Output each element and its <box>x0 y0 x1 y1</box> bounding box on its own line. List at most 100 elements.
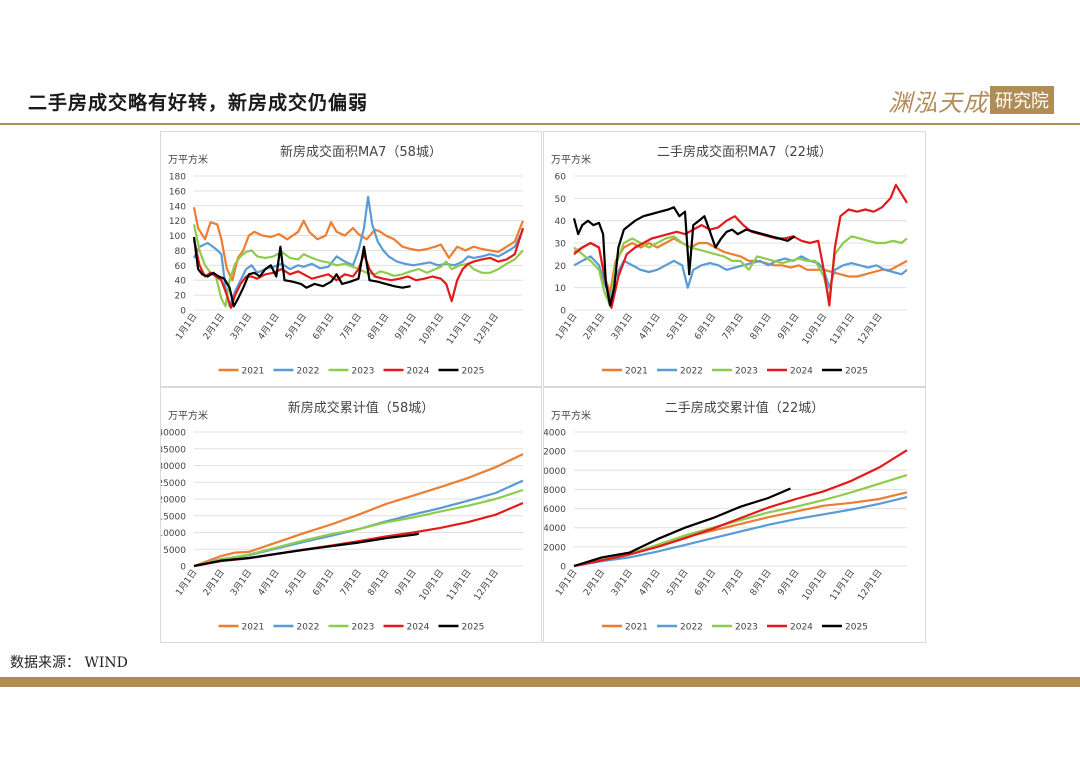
y-tick-label: 60 <box>175 262 187 272</box>
series-line-2021 <box>193 453 524 568</box>
x-tick-label: 5月1日 <box>283 311 309 341</box>
x-tick-label: 6月1日 <box>311 311 337 341</box>
x-tick-label: 10月1日 <box>800 311 829 346</box>
legend-label: 2022 <box>297 623 320 633</box>
y-tick-label: 20 <box>555 262 567 272</box>
chart-panel-second-ma7: 二手房成交面积MA7（22城） 万平方米 0 10 20 30 40 50 60 1月1日 2月1日… <box>543 131 926 387</box>
x-tick-label: 3月1日 <box>609 567 635 597</box>
x-tick-label: 12月1日 <box>472 311 501 346</box>
logo-script: 渊泓天成 <box>888 88 988 117</box>
x-tick-label: 11月1日 <box>828 311 857 346</box>
y-tick-label: 20 <box>175 292 187 302</box>
x-tick-label: 12月1日 <box>856 311 885 346</box>
y-tick-label: 14000 <box>544 429 566 439</box>
y-tick-label: 100 <box>169 232 186 242</box>
y-tick-label: 10000 <box>544 467 566 477</box>
x-tick-label: 4月1日 <box>637 567 663 597</box>
legend-label: 2024 <box>407 367 430 377</box>
y-tick-label: 8000 <box>544 486 566 496</box>
x-tick-label: 9月1日 <box>393 567 419 597</box>
legend-label: 2024 <box>407 623 430 633</box>
legend-label: 2024 <box>790 367 813 377</box>
series-line-2023 <box>573 474 908 568</box>
legend-label: 2025 <box>462 623 485 633</box>
x-tick-label: 12月1日 <box>856 567 885 602</box>
y-tick-label: 60 <box>555 173 567 183</box>
x-tick-label: 2月1日 <box>581 311 607 341</box>
y-tick-label: 0 <box>180 307 186 317</box>
data-source: 数据来源： WIND <box>10 655 128 671</box>
series-line-2022 <box>193 195 524 308</box>
x-tick-label: 2月1日 <box>581 567 607 597</box>
chart-title: 新房成交面积MA7（58城） <box>280 144 442 160</box>
chart-new-ma7: 新房成交面积MA7（58城） 万平方米 0 20 40 60 80 100 120 140 160 1… <box>168 144 525 377</box>
series-line-2025 <box>572 206 796 307</box>
series-line-2025 <box>192 236 411 308</box>
y-tick-label: 25000 <box>161 479 186 489</box>
chart-panel-second-cumulative: 二手房成交累计值（22城） 万平方米 0 2000 4000 6000 8000 10000 1… <box>543 387 926 643</box>
series-line-2024 <box>573 183 908 309</box>
y-tick-label: 20000 <box>161 496 186 506</box>
unit-label: 万平方米 <box>168 409 208 422</box>
chart-title: 新房成交累计值（58城） <box>288 400 435 416</box>
legend-label: 2022 <box>680 623 703 633</box>
chart-panel-new-cumulative: 新房成交累计值（58城） 万平方米 0 5000 10000 15000 20000 2500… <box>160 387 542 643</box>
legend-label: 2021 <box>242 623 265 633</box>
legend-label: 2021 <box>242 367 265 377</box>
y-tick-label: 50 <box>555 195 567 205</box>
legend-label: 2025 <box>462 367 485 377</box>
legend-label: 2023 <box>735 623 758 633</box>
x-tick-label: 11月1日 <box>444 567 473 602</box>
y-tick-label: 180 <box>169 173 186 183</box>
x-tick-label: 8月1日 <box>365 311 391 341</box>
x-tick-label: 2月1日 <box>201 311 227 341</box>
legend-label: 2023 <box>352 367 375 377</box>
series-line-2023 <box>192 224 524 308</box>
chart-title: 二手房成交面积MA7（22城） <box>657 144 832 160</box>
x-tick-label: 3月1日 <box>228 567 254 597</box>
series-line-2021 <box>192 207 525 282</box>
x-tick-label: 8月1日 <box>365 567 391 597</box>
y-tick-label: 80 <box>175 247 187 257</box>
y-tick-label: 0 <box>560 307 566 317</box>
x-tick-label: 5月1日 <box>283 567 309 597</box>
page-title: 二手房成交略有好转，新房成交仍偏弱 <box>28 92 369 114</box>
x-tick-label: 7月1日 <box>720 311 746 341</box>
series-line-2022 <box>573 255 908 298</box>
series-line-2023 <box>573 235 908 307</box>
series-line-2022 <box>573 496 908 568</box>
y-tick-label: 10 <box>555 284 567 294</box>
y-tick-label: 35000 <box>161 445 186 455</box>
chart-panel-new-ma7: 新房成交面积MA7（58城） 万平方米 0 20 40 60 80 100 120 140 160 1… <box>160 131 542 387</box>
y-tick-label: 30000 <box>161 462 186 472</box>
unit-label: 万平方米 <box>551 409 591 422</box>
x-tick-label: 10月1日 <box>417 567 446 602</box>
chart-title: 二手房成交累计值（22城） <box>665 400 825 416</box>
y-tick-label: 160 <box>169 187 186 197</box>
x-tick-label: 9月1日 <box>393 311 419 341</box>
y-tick-label: 120 <box>169 217 186 227</box>
x-tick-label: 6月1日 <box>692 311 718 341</box>
legend-label: 2021 <box>625 623 648 633</box>
y-tick-label: 140 <box>169 202 186 212</box>
x-tick-label: 3月1日 <box>609 311 635 341</box>
unit-label: 万平方米 <box>551 153 591 166</box>
y-tick-label: 4000 <box>544 524 566 534</box>
legend-label: 2023 <box>735 367 758 377</box>
x-tick-label: 10月1日 <box>800 567 829 602</box>
x-tick-label: 9月1日 <box>776 567 802 597</box>
y-tick-label: 40 <box>555 217 567 227</box>
legend-label: 2025 <box>845 367 868 377</box>
legend-label: 2022 <box>680 367 703 377</box>
x-tick-label: 1月1日 <box>554 567 580 597</box>
y-tick-label: 5000 <box>163 546 186 556</box>
x-tick-label: 4月1日 <box>637 311 663 341</box>
x-tick-label: 1月1日 <box>174 567 200 597</box>
series-line-2025 <box>193 532 419 568</box>
y-tick-label: 0 <box>180 563 186 573</box>
legend-label: 2024 <box>790 623 813 633</box>
series-line-2025 <box>573 487 791 568</box>
x-tick-label: 1月1日 <box>174 311 200 341</box>
unit-label: 万平方米 <box>168 153 208 166</box>
y-tick-label: 10000 <box>161 529 186 539</box>
